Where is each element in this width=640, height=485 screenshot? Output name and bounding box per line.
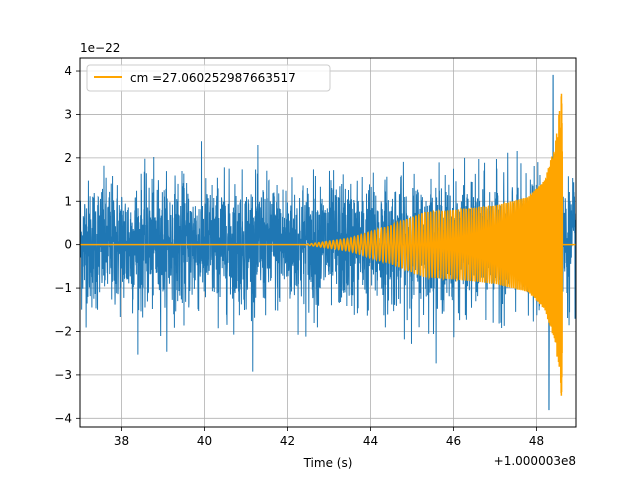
x-tick-label: 38 — [114, 434, 129, 448]
legend-box — [86, 64, 331, 92]
y-axis-ticks: −4 −3 −2 −1 0 1 2 3 4 — [54, 64, 80, 425]
y-tick-label: −3 — [54, 368, 72, 382]
x-tick-label: 44 — [363, 434, 378, 448]
series-layer — [80, 74, 576, 411]
x-tick-label: 40 — [197, 434, 212, 448]
y-tick-label: 4 — [64, 64, 72, 78]
y-tick-label: 1 — [64, 194, 72, 208]
y-tick-label: −2 — [54, 324, 72, 338]
legend: cm =27.060252987663517 — [86, 64, 331, 92]
x-tick-label: 46 — [446, 434, 461, 448]
series-template-line — [80, 93, 576, 396]
legend-label: cm =27.060252987663517 — [130, 71, 296, 85]
plot-frame — [79, 57, 577, 428]
y-scale-label: 1e−22 — [80, 41, 120, 55]
y-tick-label: 0 — [64, 238, 72, 252]
x-tick-label: 48 — [529, 434, 544, 448]
x-tick-label: 42 — [280, 434, 295, 448]
x-offset-label: +1.000003e8 — [494, 454, 576, 468]
y-tick-label: 3 — [64, 107, 72, 121]
y-tick-label: −4 — [54, 411, 72, 425]
x-axis-label: Time (s) — [303, 456, 353, 470]
y-tick-label: 2 — [64, 151, 72, 165]
y-tick-label: −1 — [54, 281, 72, 295]
x-axis-ticks: 38 40 42 44 46 48 — [114, 427, 544, 448]
